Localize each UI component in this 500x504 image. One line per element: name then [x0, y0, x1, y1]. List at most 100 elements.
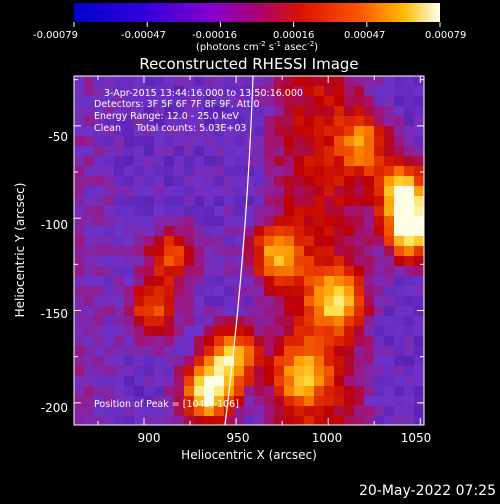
heatmap-cell: [244, 166, 255, 177]
heatmap-cell: [314, 206, 325, 217]
heatmap-cell: [344, 236, 355, 247]
heatmap-cell: [374, 316, 385, 327]
heatmap-cell: [284, 226, 295, 237]
heatmap-cell: [134, 96, 145, 107]
heatmap-cell: [284, 266, 295, 277]
heatmap-cell: [134, 416, 145, 425]
heatmap-cell: [344, 76, 355, 87]
heatmap-cell: [254, 186, 265, 197]
heatmap-cell: [164, 346, 175, 357]
heatmap-cell: [124, 206, 135, 217]
heatmap-cell: [264, 106, 275, 117]
heatmap-cell: [304, 166, 315, 177]
heatmap-cell: [354, 346, 365, 357]
heatmap-cell: [234, 226, 245, 237]
heatmap-cell: [364, 396, 375, 407]
heatmap-cell: [324, 406, 335, 417]
heatmap-cell: [334, 96, 345, 107]
heatmap-cell: [344, 166, 355, 177]
heatmap-cell: [134, 286, 145, 297]
heatmap-cell: [174, 306, 185, 317]
heatmap-cell: [334, 106, 345, 117]
heatmap-cell: [134, 386, 145, 397]
heatmap-cell: [214, 86, 225, 97]
heatmap-cell: [74, 266, 85, 277]
heatmap-cell: [74, 296, 85, 307]
heatmap-cell: [284, 316, 295, 327]
heatmap-cell: [394, 306, 405, 317]
heatmap-cell: [174, 346, 185, 357]
heatmap-cell: [274, 326, 285, 337]
heatmap-cell: [334, 186, 345, 197]
heatmap-cell: [184, 126, 195, 137]
peak-position-label: Position of Peak = [1045,-106]: [94, 399, 239, 410]
heatmap-cell: [244, 326, 255, 337]
heatmap-cell: [294, 346, 305, 357]
heatmap-cell: [174, 206, 185, 217]
heatmap-cell: [234, 296, 245, 307]
heatmap-cell: [334, 126, 345, 137]
heatmap-cell: [124, 306, 135, 317]
heatmap-cell: [354, 416, 365, 425]
heatmap-cell: [364, 376, 375, 387]
heatmap-cell: [104, 366, 115, 377]
heatmap-cell: [374, 86, 385, 97]
heatmap-cell: [104, 286, 115, 297]
heatmap-cell: [344, 376, 355, 387]
heatmap-cell: [104, 166, 115, 177]
heatmap-cell: [134, 166, 145, 177]
heatmap-cell: [374, 196, 385, 207]
heatmap-cell: [234, 126, 245, 137]
heatmap-cell: [234, 136, 245, 147]
heatmap-cell: [94, 336, 105, 347]
heatmap-cell: [114, 116, 125, 127]
heatmap-cell: [224, 156, 235, 167]
heatmap-cell: [324, 186, 335, 197]
heatmap-cell: [94, 156, 105, 167]
heatmap-cell: [244, 306, 255, 317]
heatmap-cell: [354, 106, 365, 117]
heatmap-cell: [414, 216, 424, 227]
heatmap-cell: [374, 136, 385, 147]
heatmap-cell: [184, 186, 195, 197]
heatmap-cell: [144, 286, 155, 297]
heatmap-cell: [194, 346, 205, 357]
heatmap-cell: [394, 196, 405, 207]
heatmap-cell: [354, 306, 365, 317]
heatmap-cell: [254, 86, 265, 97]
heatmap-cell: [404, 96, 415, 107]
heatmap-cell: [294, 176, 305, 187]
heatmap-cell: [344, 226, 355, 237]
heatmap-cell: [104, 386, 115, 397]
heatmap-cell: [364, 226, 375, 237]
heatmap-cell: [394, 416, 405, 425]
heatmap-cell: [114, 416, 125, 425]
heatmap-cell: [254, 126, 265, 137]
heatmap-cell: [404, 276, 415, 287]
heatmap-cell: [254, 256, 265, 267]
heatmap-cell: [134, 186, 145, 197]
heatmap-cell: [204, 386, 215, 397]
heatmap-cell: [414, 376, 424, 387]
heatmap-cell: [94, 296, 105, 307]
heatmap-cell: [344, 216, 355, 227]
heatmap-cell: [184, 216, 195, 227]
heatmap-cell: [264, 306, 275, 317]
heatmap-cell: [394, 386, 405, 397]
heatmap-cell: [104, 256, 115, 267]
heatmap-cell: [104, 236, 115, 247]
heatmap-cell: [204, 266, 215, 277]
heatmap-cell: [74, 206, 85, 217]
heatmap-cell: [284, 406, 295, 417]
heatmap-cell: [344, 256, 355, 267]
heatmap-cell: [334, 356, 345, 367]
heatmap-cell: [144, 166, 155, 177]
heatmap-cell: [124, 216, 135, 227]
heatmap-cell: [414, 86, 424, 97]
heatmap-cell: [94, 246, 105, 257]
heatmap-cell: [124, 236, 135, 247]
heatmap-cell: [284, 286, 295, 297]
heatmap-cell: [244, 336, 255, 347]
heatmap-cell: [354, 216, 365, 227]
heatmap-cell: [194, 206, 205, 217]
